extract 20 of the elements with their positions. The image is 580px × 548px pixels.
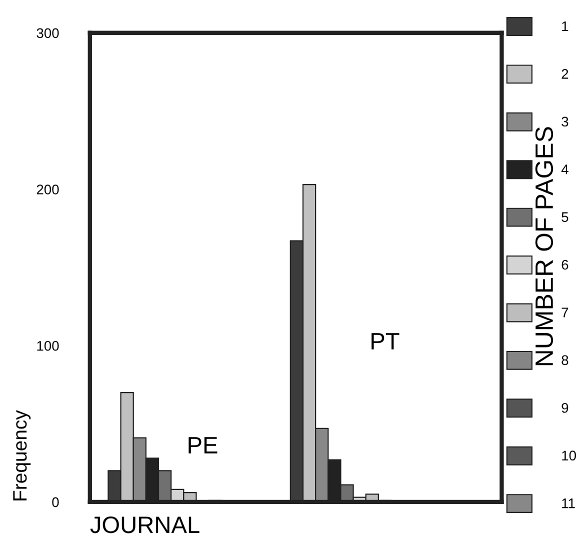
legend-label: 8	[562, 355, 568, 366]
y-tick-label: 200	[36, 184, 59, 194]
legend-label: 10	[562, 450, 576, 461]
legend-label: 6	[562, 260, 568, 270]
x-axis-title: JOURNAL	[90, 516, 200, 534]
legend-label: 3	[562, 116, 568, 127]
y-tick-label: 300	[36, 28, 59, 38]
legend-title: NUMBER OF PAGES	[535, 127, 554, 366]
legend-label: 9	[562, 402, 568, 413]
y-tick-label: 100	[37, 340, 59, 351]
legend-label: 4	[561, 164, 568, 174]
legend-label: 5	[562, 212, 568, 222]
legend-label: 1	[562, 21, 568, 32]
y-tick-label: 0	[52, 497, 59, 508]
y-axis-title: Frequency	[13, 410, 31, 500]
x-tick-label: PE	[188, 437, 218, 454]
x-tick-label: PT	[372, 333, 400, 350]
legend-label: 7	[562, 308, 568, 318]
legend-label: 2	[562, 69, 568, 79]
legend-label: 11	[562, 498, 575, 508]
